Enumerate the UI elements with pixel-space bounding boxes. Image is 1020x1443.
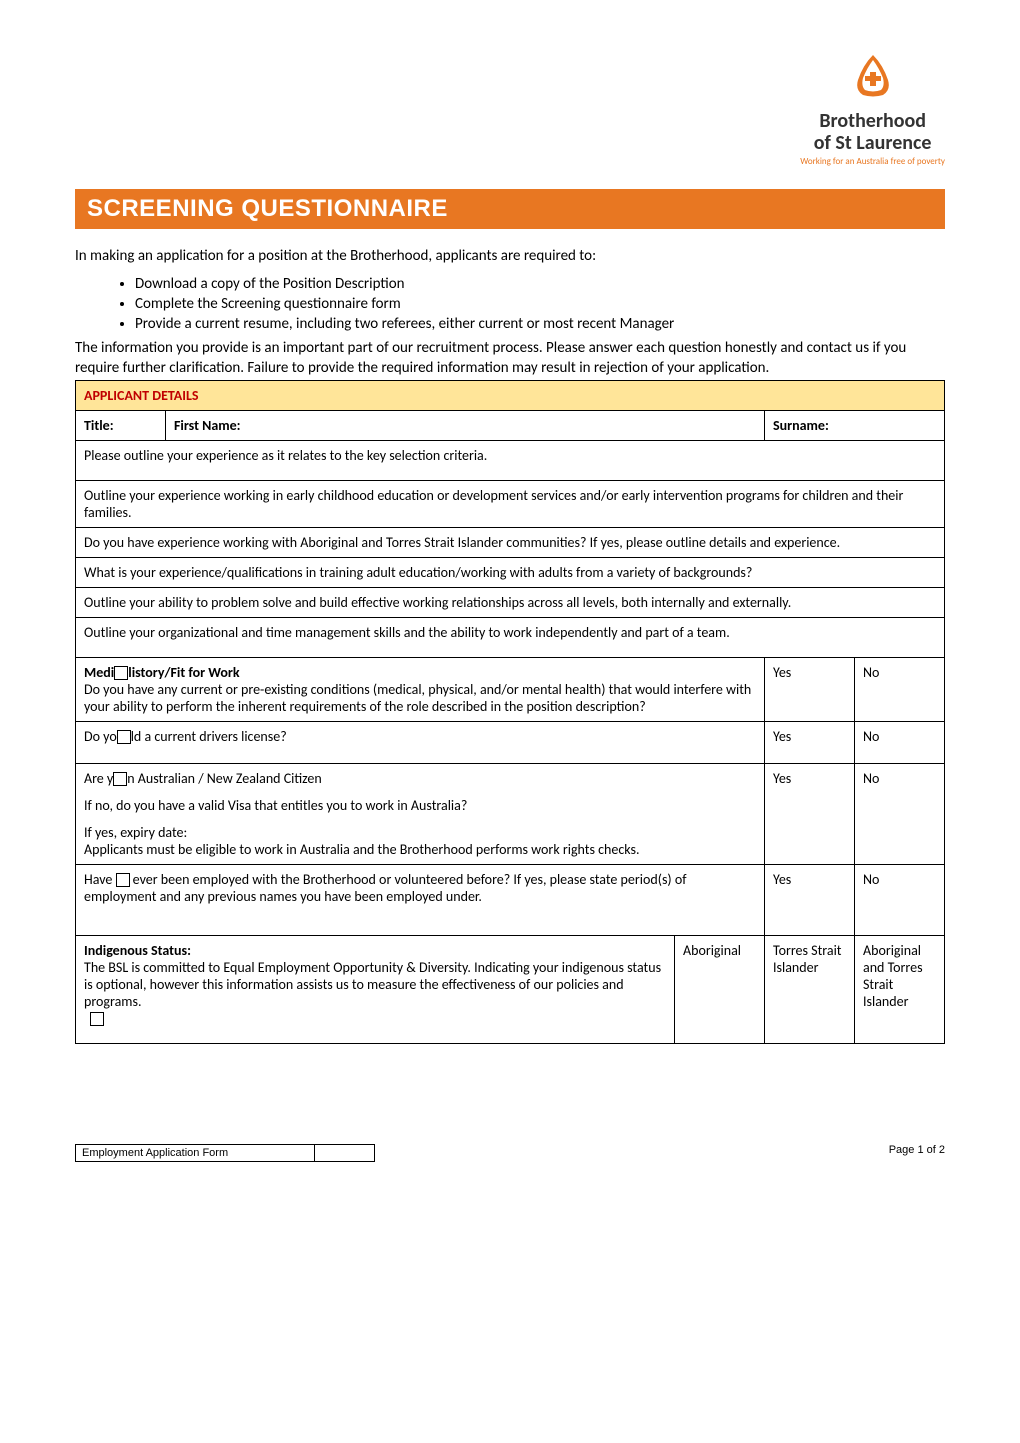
criteria-intro: Please outline your experience as it rel… [76, 441, 945, 481]
brotherhood-logo-icon [843, 50, 903, 100]
prior-yes[interactable]: Yes [765, 865, 855, 936]
prior-checkbox[interactable] [116, 873, 130, 887]
indigenous-heading: Indigenous Status: [84, 942, 191, 959]
indigenous-tsi[interactable]: Torres Strait Islander [765, 936, 855, 1044]
intro-paragraph: The information you provide is an import… [75, 339, 945, 378]
indigenous-checkbox[interactable] [90, 1012, 104, 1026]
intro-bullet-2: Complete the Screening questionnaire for… [135, 295, 945, 313]
medical-question: Do you have any current or pre-existing … [84, 681, 751, 715]
medical-no[interactable]: No [855, 658, 945, 722]
criteria-q4[interactable]: Outline your ability to problem solve an… [76, 588, 945, 618]
criteria-q5[interactable]: Outline your organizational and time man… [76, 618, 945, 658]
license-yes[interactable]: Yes [765, 722, 855, 764]
visa-question: If no, do you have a valid Visa that ent… [84, 797, 756, 814]
indigenous-aboriginal[interactable]: Aboriginal [675, 936, 765, 1044]
medical-heading: Medilistory/Fit for Work [84, 664, 240, 681]
indigenous-text: The BSL is committed to Equal Employment… [84, 959, 661, 1010]
expiry-label[interactable]: If yes, expiry date: [84, 824, 756, 841]
footer: Page 1 of 2 Employment Application Form [75, 1144, 945, 1162]
page-number: Page 1 of 2 [889, 1144, 945, 1156]
logo-text-line2: of St Laurence [800, 132, 945, 154]
citizenship-cell: Are yn Australian / New Zealand Citizen … [76, 764, 765, 865]
page-title-bar: SCREENING QUESTIONNAIRE [75, 189, 945, 229]
intro-bullet-3: Provide a current resume, including two … [135, 315, 945, 333]
medical-checkbox[interactable] [114, 666, 128, 680]
footer-table: Employment Application Form [75, 1144, 375, 1162]
questionnaire-table: APPLICANT DETAILS Title: First Name: Sur… [75, 380, 945, 1044]
license-checkbox[interactable] [117, 730, 131, 744]
intro-bullet-1: Download a copy of the Position Descript… [135, 275, 945, 293]
indigenous-both[interactable]: Aboriginal and Torres Strait Islander [855, 936, 945, 1044]
indigenous-cell: Indigenous Status: The BSL is committed … [76, 936, 675, 1044]
applicant-details-header: APPLICANT DETAILS [76, 381, 945, 411]
intro-bullets: Download a copy of the Position Descript… [75, 275, 945, 333]
citizen-no[interactable]: No [855, 764, 945, 865]
criteria-q1[interactable]: Outline your experience working in early… [76, 481, 945, 528]
footer-blank [315, 1145, 375, 1162]
first-name-label[interactable]: First Name: [166, 411, 765, 441]
logo: Brotherhood of St Laurence Working for a… [800, 50, 945, 167]
intro-lead: In making an application for a position … [75, 247, 945, 265]
eligibility-note: Applicants must be eligible to work in A… [84, 841, 756, 858]
medical-yes[interactable]: Yes [765, 658, 855, 722]
citizen-yes[interactable]: Yes [765, 764, 855, 865]
title-label[interactable]: Title: [76, 411, 166, 441]
prior-employment-cell[interactable]: Have ever been employed with the Brother… [76, 865, 765, 936]
citizen-checkbox[interactable] [113, 772, 127, 786]
logo-container: Brotherhood of St Laurence Working for a… [75, 50, 945, 169]
logo-tagline: Working for an Australia free of poverty [800, 156, 945, 167]
license-no[interactable]: No [855, 722, 945, 764]
license-question-cell: Do yold a current drivers license? [76, 722, 765, 764]
medical-question-cell: Medilistory/Fit for Work Do you have any… [76, 658, 765, 722]
criteria-q3[interactable]: What is your experience/qualifications i… [76, 558, 945, 588]
footer-form-name: Employment Application Form [76, 1145, 315, 1162]
prior-no[interactable]: No [855, 865, 945, 936]
surname-label[interactable]: Surname: [765, 411, 945, 441]
logo-text-line1: Brotherhood [800, 110, 945, 132]
criteria-q2[interactable]: Do you have experience working with Abor… [76, 528, 945, 558]
